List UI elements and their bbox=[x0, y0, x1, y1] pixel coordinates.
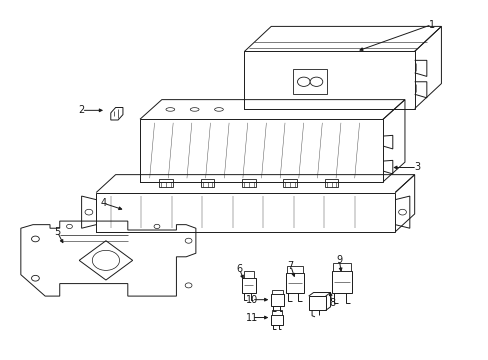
Bar bbox=[242, 278, 255, 293]
Bar bbox=[271, 315, 283, 325]
Text: 6: 6 bbox=[236, 264, 242, 274]
Text: 9: 9 bbox=[336, 255, 342, 265]
Circle shape bbox=[92, 250, 119, 270]
Ellipse shape bbox=[214, 108, 223, 111]
Text: 8: 8 bbox=[328, 298, 334, 308]
Circle shape bbox=[185, 283, 192, 288]
Bar bbox=[272, 310, 282, 315]
Bar bbox=[292, 69, 326, 94]
Text: 2: 2 bbox=[79, 105, 84, 115]
Circle shape bbox=[398, 209, 406, 215]
Bar bbox=[308, 296, 325, 310]
Text: 11: 11 bbox=[245, 312, 257, 323]
Text: 10: 10 bbox=[245, 295, 257, 305]
Circle shape bbox=[309, 77, 322, 86]
Text: 7: 7 bbox=[287, 261, 293, 271]
Circle shape bbox=[31, 236, 39, 242]
Bar bbox=[242, 179, 255, 187]
Bar bbox=[331, 271, 352, 293]
Bar bbox=[272, 290, 283, 294]
Bar bbox=[159, 179, 173, 187]
Circle shape bbox=[31, 275, 39, 281]
Bar bbox=[201, 179, 214, 187]
Text: 3: 3 bbox=[413, 162, 419, 172]
Bar bbox=[285, 273, 304, 293]
Bar bbox=[287, 266, 302, 273]
Circle shape bbox=[66, 224, 72, 229]
Circle shape bbox=[185, 238, 192, 243]
Circle shape bbox=[154, 224, 160, 229]
Bar bbox=[324, 179, 338, 187]
Bar bbox=[271, 294, 284, 306]
Bar bbox=[243, 271, 254, 278]
Ellipse shape bbox=[190, 108, 199, 111]
Bar bbox=[283, 179, 296, 187]
Circle shape bbox=[297, 77, 309, 86]
Ellipse shape bbox=[165, 108, 174, 111]
Text: 4: 4 bbox=[100, 198, 106, 208]
Circle shape bbox=[85, 209, 93, 215]
Text: 1: 1 bbox=[428, 19, 434, 30]
Text: 5: 5 bbox=[54, 227, 61, 237]
Bar bbox=[333, 263, 350, 271]
